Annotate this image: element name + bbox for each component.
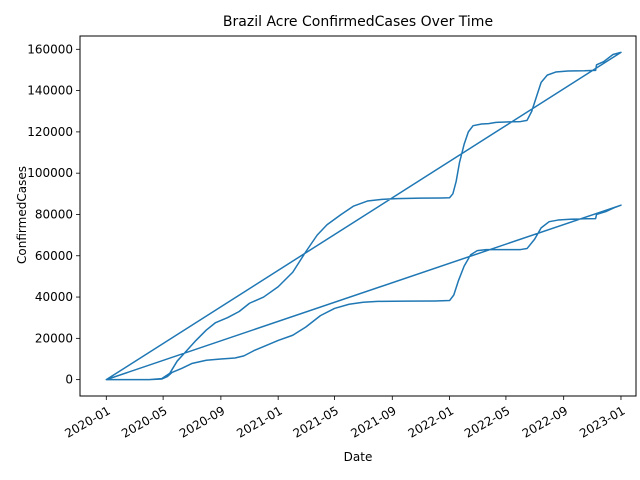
plot-area <box>105 51 622 381</box>
y-tick-label: 120000 <box>27 125 73 139</box>
y-tick-label: 60000 <box>35 249 73 263</box>
plot-frame <box>79 35 637 397</box>
y-tick-label: 80000 <box>35 207 73 221</box>
y-tick-label: 100000 <box>27 166 73 180</box>
y-tick-label: 0 <box>65 373 73 387</box>
y-tick-label: 140000 <box>27 84 73 98</box>
series-line <box>105 51 622 381</box>
y-tick-label: 20000 <box>35 331 73 345</box>
y-axis-title: ConfirmedCases <box>15 166 29 264</box>
y-axis: 0 20000 40000 60000 80000 100000 120000 140000 1… <box>27 42 80 387</box>
chart-title: Brazil Acre ConfirmedCases Over Time <box>223 14 493 30</box>
y-tick-label: 160000 <box>27 42 73 56</box>
x-axis-title: Date <box>344 450 373 464</box>
y-tick-label: 40000 <box>35 290 73 304</box>
